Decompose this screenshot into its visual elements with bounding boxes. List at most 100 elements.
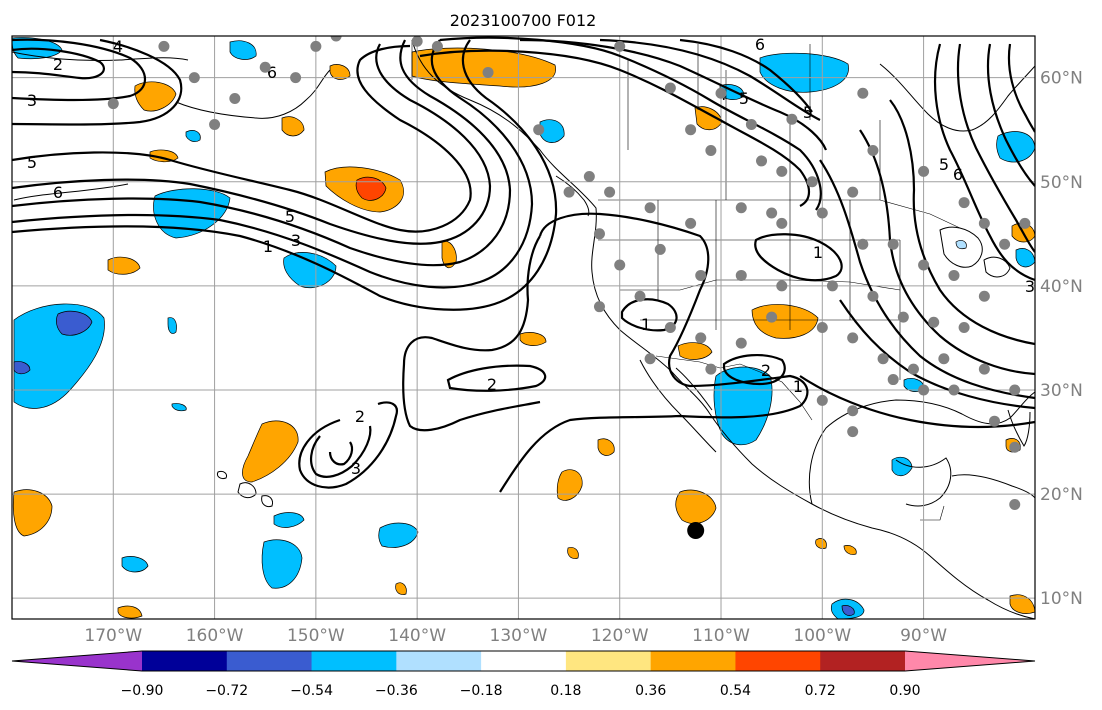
station-marker — [614, 40, 626, 52]
contour-label: 5 — [27, 153, 37, 172]
contour-line — [754, 233, 843, 282]
station-marker — [310, 40, 322, 52]
anomaly-region-negative — [229, 40, 257, 60]
colorbar-segment — [311, 651, 397, 671]
coastline-hudson-bay — [879, 63, 1035, 132]
station-marker — [766, 311, 778, 323]
contour-label: 3 — [291, 231, 301, 250]
colorbar-tick-label: −0.72 — [205, 683, 248, 699]
map-area: 2 4 3 5 6 6 5 3 1 2 2 3 1 2 1 1 6 4 5 5 … — [12, 35, 1035, 619]
contour-lines — [12, 36, 1035, 493]
colorbar-tick-label: −0.54 — [290, 683, 333, 699]
station-marker — [715, 87, 727, 99]
longitude-label: 120°W — [591, 626, 649, 646]
coastline-hawaii — [261, 495, 273, 507]
station-marker — [918, 384, 930, 396]
station-marker — [705, 363, 717, 375]
colorbar-tick-label: −0.36 — [375, 683, 418, 699]
border-state — [620, 279, 901, 291]
station-marker — [1009, 441, 1021, 453]
colorbar-extend-low — [12, 651, 142, 671]
coastline-gulf-of-california — [675, 367, 713, 411]
station-marker — [209, 118, 221, 130]
coastline-florida — [1007, 409, 1031, 447]
contour-label: 6 — [267, 63, 277, 82]
station-marker — [766, 207, 778, 219]
station-marker — [583, 171, 595, 183]
contour-label: 6 — [53, 183, 63, 202]
observation-stations — [107, 36, 1031, 510]
colorbar-segment — [481, 651, 567, 671]
map-background — [12, 36, 1035, 619]
station-marker — [847, 426, 859, 438]
station-marker — [988, 415, 1000, 427]
station-marker — [907, 363, 919, 375]
station-marker — [593, 228, 605, 240]
anomaly-region-negative — [713, 366, 773, 446]
anomaly-region-positive — [242, 420, 299, 483]
station-marker — [826, 280, 838, 292]
longitude-labels: 170°W 160°W 150°W 140°W 130°W 120°W 110°W 100°W… — [84, 626, 947, 646]
station-marker — [644, 202, 656, 214]
contour-label: 5 — [939, 155, 949, 174]
station-marker — [867, 145, 879, 157]
anomaly-region-negative — [167, 317, 177, 334]
anomaly-region-negative — [283, 252, 337, 289]
coastline-alaska — [12, 51, 189, 62]
anomaly-region-negative — [121, 556, 149, 573]
station-marker — [330, 36, 342, 42]
station-marker — [604, 186, 616, 198]
coastline-great-lakes — [983, 256, 1011, 278]
contour-line — [298, 401, 398, 489]
contour-line — [679, 38, 813, 113]
anomaly-region-positive — [117, 605, 143, 619]
coastline-gulf-coast — [808, 391, 1035, 505]
border-mexico-guatemala — [920, 505, 945, 521]
station-marker — [887, 238, 899, 250]
station-marker — [978, 217, 990, 229]
anomaly-region-strong-negative — [56, 310, 93, 336]
anomaly-fills — [12, 37, 1035, 619]
station-marker — [735, 269, 747, 281]
colorbar-extend-high — [905, 651, 1035, 671]
station-marker — [776, 217, 788, 229]
map-frame — [11, 35, 1036, 620]
station-marker — [806, 176, 818, 188]
station-marker — [918, 165, 930, 177]
latitude-label: 50°N — [1040, 173, 1083, 193]
gridlines — [12, 36, 1035, 619]
station-marker — [847, 332, 859, 344]
contour-line — [722, 354, 786, 386]
station-marker — [685, 217, 697, 229]
station-marker — [776, 165, 788, 177]
station-marker — [948, 384, 960, 396]
station-marker — [847, 186, 859, 198]
station-marker — [948, 269, 960, 281]
contour-line — [819, 159, 1035, 400]
anomaly-region-positive — [12, 489, 53, 537]
colorbar-segment — [820, 651, 906, 671]
anomaly-region-strong-negative — [13, 361, 31, 375]
longitude-label: 90°W — [900, 626, 947, 646]
marker-layer — [687, 522, 705, 540]
latitude-label: 40°N — [1040, 277, 1083, 297]
station-marker — [816, 322, 828, 333]
contour-label: 5 — [285, 207, 295, 226]
contour-label: 6 — [755, 35, 765, 54]
station-marker — [259, 61, 271, 73]
colorbar-tick-label: 0.54 — [720, 683, 751, 699]
station-marker — [695, 269, 707, 281]
longitude-label: 160°W — [186, 626, 244, 646]
station-marker — [188, 72, 200, 84]
contour-line — [956, 43, 1035, 253]
anomaly-region-strong-negative — [841, 605, 855, 616]
colorbar-tick-label: 0.18 — [550, 683, 581, 699]
station-marker — [958, 197, 970, 209]
station-marker — [664, 82, 676, 94]
station-marker — [857, 87, 869, 99]
latitude-labels: 60°N 50°N 40°N 30°N 20°N 10°N — [1040, 69, 1083, 610]
longitude-label: 110°W — [692, 626, 750, 646]
contour-line — [799, 375, 1035, 429]
station-marker — [999, 238, 1011, 250]
